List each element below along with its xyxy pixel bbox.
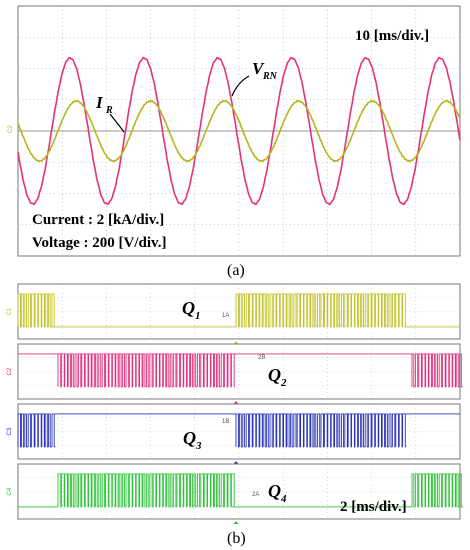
label-q1: Q [182,298,195,318]
label-q4-sub: 4 [280,493,287,505]
current-label-ir: I R [95,93,113,116]
channel-tag-a-current: C2 [8,125,14,133]
label-q1-sub: 1 [195,310,201,322]
svg-text:RN: RN [262,71,278,82]
gate-signal-q2 [18,353,463,388]
voltage-scale-text: Voltage : 200 [V/div.] [32,235,166,251]
label-q4: Q [268,481,281,501]
trigger-marker [233,401,239,404]
channel-q1: C1 1A Q 1 [7,283,461,344]
label-q3-sub: 3 [195,440,202,452]
channel-side-tag: C2 [7,367,13,375]
channel-q4: C4 2A Q 4 [7,463,463,524]
channel-marker-tag: 2B [258,355,265,361]
voltage-waveform-vrn [17,56,461,206]
gate-signal-q3 [17,413,460,448]
channel-side-tag: C4 [7,487,13,495]
voltage-label-vrn: V RN [252,59,278,82]
caption-a: (a) [227,262,245,279]
label-q3: Q [183,428,196,448]
trigger-marker [233,521,239,524]
svg-text:V: V [252,59,265,78]
trigger-marker [233,341,239,344]
channel-q3: C3 1B Q 3 [7,403,461,464]
scope-a-grid [18,6,460,256]
time-scale-b: 2 [ms/div.] [340,499,407,515]
channel-side-tag: C1 [7,307,13,315]
channel-marker-tag: 2A [252,492,259,498]
svg-text:R: R [105,105,113,116]
trigger-marker [233,461,239,464]
gate-signal-q1 [17,293,460,328]
channel-side-tag: C3 [7,427,13,435]
voltage-label-pointer [231,75,250,97]
gate-signal-q4 [18,473,463,508]
label-q2: Q [268,365,281,385]
channel-marker-tag: 1B [222,419,229,425]
channel-q2: C2 2BQ 2 [7,343,463,404]
svg-text:I: I [95,93,104,112]
time-scale-a: 10 [ms/div.] [355,28,429,44]
caption-b: (b) [227,530,246,547]
current-label-pointer [109,113,125,133]
current-waveform-ir [17,99,461,163]
label-q2-sub: 2 [280,377,287,389]
channel-marker-tag: 1A [222,313,229,319]
current-scale-text: Current : 2 [kA/div.] [32,212,164,228]
